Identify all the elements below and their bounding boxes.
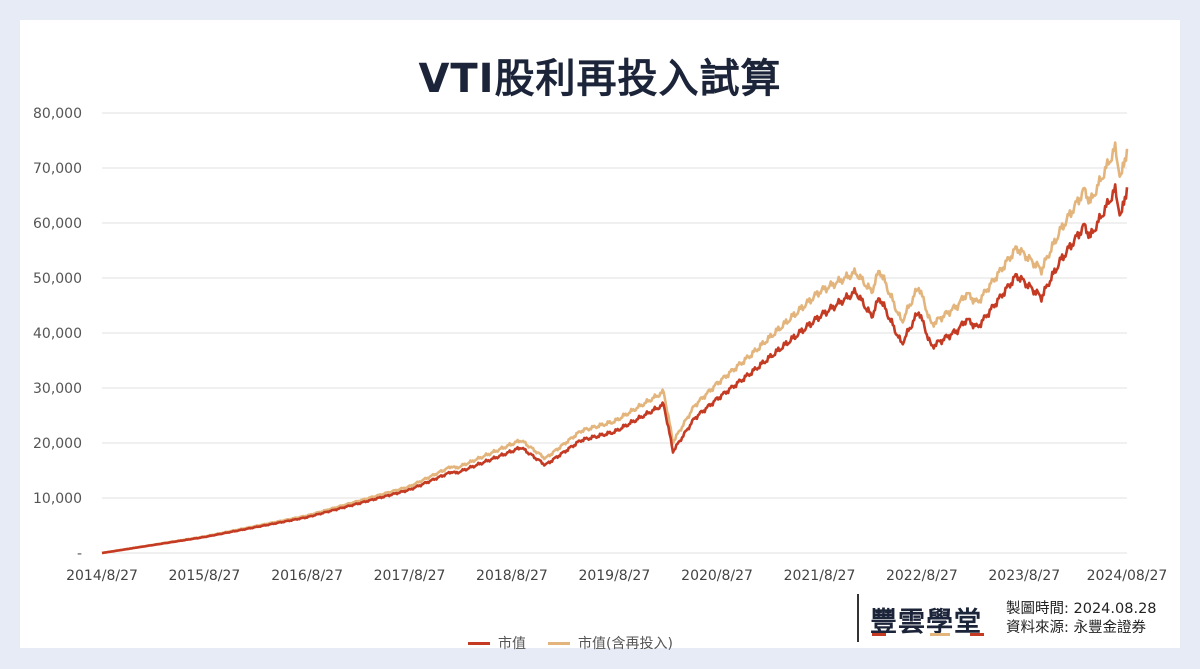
x-tick-label: 2019/8/27: [578, 568, 650, 584]
y-tick-label: 40,000: [33, 326, 82, 342]
legend-label: 市值(含再投入): [578, 636, 673, 652]
legend-label: 市值: [498, 636, 526, 652]
legend-item-reinvest: 市值(含再投入): [548, 633, 673, 653]
y-tick-label: 20,000: [33, 436, 82, 452]
y-tick-label: 80,000: [33, 106, 82, 122]
y-tick-label: 70,000: [33, 161, 82, 177]
y-tick-label: 50,000: [33, 271, 82, 287]
x-tick-label: 2018/8/27: [476, 568, 548, 584]
legend: 市值 市值(含再投入): [468, 633, 673, 653]
brand-logo: 豐雲學堂: [870, 600, 984, 639]
x-tick-label: 2021/8/27: [784, 568, 856, 584]
x-tick-label: 2022/8/27: [886, 568, 958, 584]
source-label: 資料來源:: [1006, 620, 1069, 636]
footer-divider: [857, 594, 859, 642]
legend-swatch-tan: [548, 641, 570, 645]
chart-card: VTI股利再投入試算 - 10,000 20,000 30,000 40,000 50,0…: [20, 20, 1180, 652]
x-tick-label: 2015/8/27: [169, 568, 241, 584]
y-tick-label: 30,000: [33, 381, 82, 397]
x-tick-label: 2024/08/27: [1087, 568, 1168, 584]
y-tick-label: 10,000: [33, 491, 82, 507]
y-tick-label: 60,000: [33, 216, 82, 232]
x-tick-label: 2020/8/27: [681, 568, 753, 584]
y-tick-label: -: [77, 546, 82, 562]
line-chart: - 10,000 20,000 30,000 40,000 50,000 60,000 70,…: [33, 106, 1168, 584]
footer-meta: 製圖時間: 2024.08.28 資料來源: 永豐金證券: [1006, 600, 1157, 638]
legend-swatch-red: [468, 641, 490, 645]
series-line-reinvest: [101, 141, 1129, 555]
logo-text: 豐雲學堂: [870, 607, 982, 638]
x-tick-label: 2023/8/27: [988, 568, 1060, 584]
made-label: 製圖時間:: [1006, 601, 1069, 617]
x-tick-label: 2014/8/27: [66, 568, 138, 584]
series-line-market-value: [101, 183, 1129, 555]
x-tick-label: 2017/8/27: [374, 568, 446, 584]
chart-title: VTI股利再投入試算: [418, 56, 782, 102]
x-tick-label: 2016/8/27: [271, 568, 343, 584]
legend-item-market-value: 市值: [468, 633, 526, 653]
source-value: 永豐金證券: [1073, 620, 1147, 636]
made-date: 2024.08.28: [1073, 601, 1157, 617]
